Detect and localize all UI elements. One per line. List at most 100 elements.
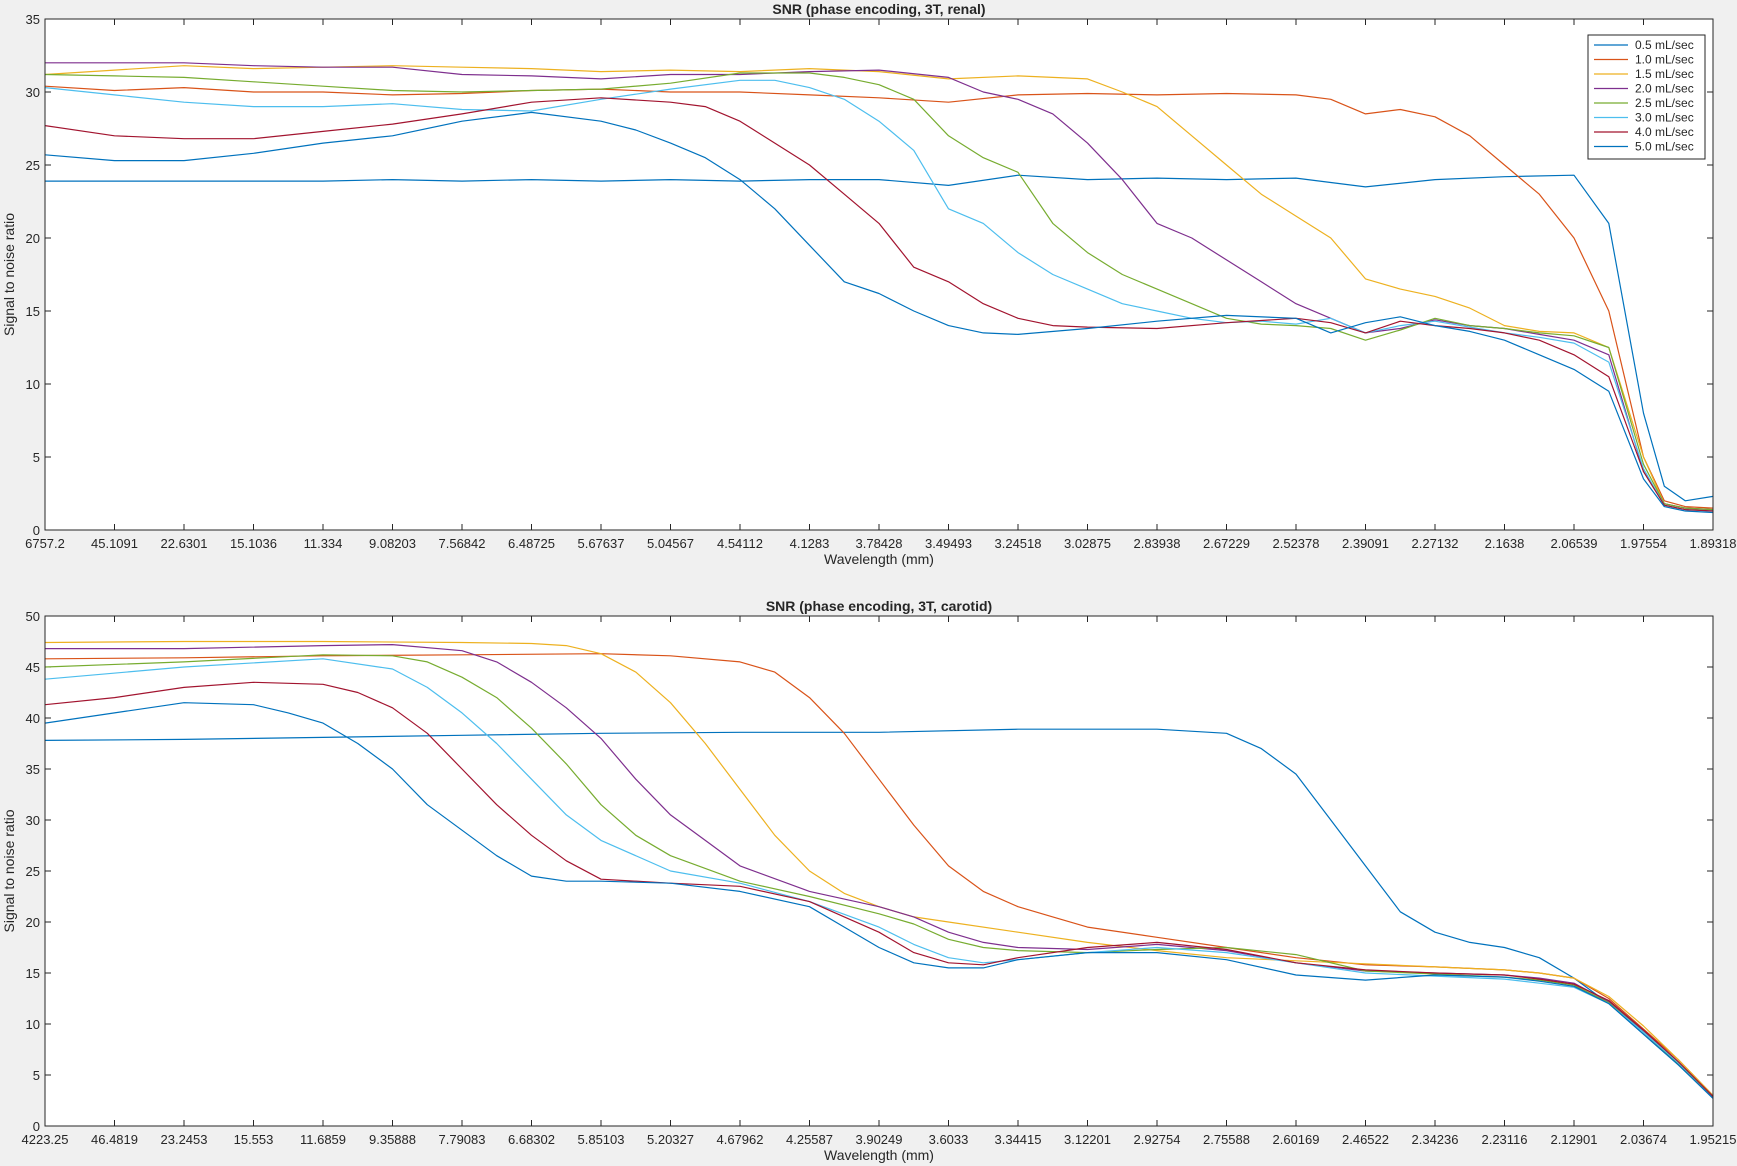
y-tick-label: 35 bbox=[26, 12, 40, 27]
x-tick-label: 5.85103 bbox=[578, 1132, 625, 1147]
x-tick-label: 4.25587 bbox=[786, 1132, 833, 1147]
x-tick-label: 4223.25 bbox=[22, 1132, 69, 1147]
x-tick-label: 2.1638 bbox=[1485, 536, 1525, 551]
x-tick-label: 3.12201 bbox=[1064, 1132, 1111, 1147]
legend-label: 5.0 mL/sec bbox=[1635, 140, 1694, 154]
x-tick-label: 15.553 bbox=[234, 1132, 274, 1147]
chart-title: SNR (phase encoding, 3T, carotid) bbox=[766, 598, 992, 614]
x-tick-label: 7.79083 bbox=[439, 1132, 486, 1147]
x-tick-label: 45.1091 bbox=[91, 536, 138, 551]
renal-snr-chart: SNR (phase encoding, 3T, renal) 0 5 10 15 20 2… bbox=[1, 1, 1737, 567]
x-tick-label: 2.75588 bbox=[1203, 1132, 1250, 1147]
series-line-0 bbox=[44, 728, 1714, 1098]
y-tick-label: 5 bbox=[33, 1068, 40, 1083]
y-axis-label: Signal to noise ratio bbox=[1, 213, 17, 336]
series-line-3 bbox=[45, 643, 1714, 1097]
y-tick-label: 20 bbox=[26, 915, 40, 930]
x-tick-label: 2.39091 bbox=[1342, 536, 1389, 551]
series-line-5 bbox=[44, 658, 1714, 1097]
series-line-7 bbox=[44, 111, 1714, 514]
x-tick-label: 5.67637 bbox=[578, 536, 625, 551]
x-tick-label: 11.334 bbox=[304, 536, 343, 551]
x-tick-label: 3.02875 bbox=[1064, 536, 1111, 551]
series-line-0 bbox=[45, 174, 1714, 502]
x-tick-label: 3.78428 bbox=[856, 536, 903, 551]
y-tick-label: 20 bbox=[26, 231, 40, 246]
y-tick-label: 10 bbox=[26, 1017, 40, 1032]
x-tick-label: 15.1036 bbox=[230, 536, 277, 551]
axes-frame bbox=[44, 615, 1714, 1127]
x-tick-label: 3.90249 bbox=[856, 1132, 903, 1147]
y-tick-label: 0 bbox=[33, 523, 40, 538]
x-tick-label: 2.60169 bbox=[1273, 1132, 1320, 1147]
series-line-3 bbox=[45, 62, 1714, 511]
y-tick-label: 45 bbox=[26, 660, 40, 675]
series-line-7 bbox=[44, 702, 1714, 1099]
x-tick-label: 4.54112 bbox=[717, 536, 763, 551]
y-tick-label: 40 bbox=[26, 711, 40, 726]
axes-frame bbox=[44, 18, 1714, 531]
x-tick-label: 11.6859 bbox=[300, 1132, 346, 1147]
x-tick-label: 6.68302 bbox=[508, 1132, 555, 1147]
y-tick-label: 30 bbox=[26, 813, 40, 828]
x-tick-label: 6757.2 bbox=[25, 536, 65, 551]
x-tick-label: 2.92754 bbox=[1134, 1132, 1181, 1147]
y-tick-label: 10 bbox=[26, 377, 40, 392]
x-tick-label: 2.12901 bbox=[1551, 1132, 1598, 1147]
x-tick-label: 9.35888 bbox=[369, 1132, 416, 1147]
x-tick-label: 1.89318 bbox=[1690, 536, 1737, 551]
x-tick-label: 2.83938 bbox=[1134, 536, 1181, 551]
y-tick-label: 35 bbox=[26, 762, 40, 777]
x-tick-label: 3.24518 bbox=[995, 536, 1042, 551]
series-line-4 bbox=[44, 654, 1714, 1097]
y-tick-label: 15 bbox=[26, 966, 40, 981]
legend-label: 1.5 mL/sec bbox=[1635, 67, 1694, 81]
x-tick-label: 3.34415 bbox=[995, 1132, 1042, 1147]
x-tick-label: 2.34236 bbox=[1412, 1132, 1459, 1147]
x-tick-label: 3.49493 bbox=[925, 536, 972, 551]
series-line-4 bbox=[44, 72, 1714, 511]
x-tick-label: 2.52378 bbox=[1273, 536, 1320, 551]
series-line-1 bbox=[44, 85, 1714, 509]
legend-label: 4.0 mL/sec bbox=[1635, 125, 1694, 139]
series-line-6 bbox=[44, 97, 1714, 512]
x-tick-label: 4.1283 bbox=[790, 536, 830, 551]
x-axis-label: Wavelength (mm) bbox=[824, 1147, 934, 1163]
legend-label: 1.0 mL/sec bbox=[1635, 53, 1694, 67]
y-tick-label: 0 bbox=[33, 1119, 40, 1134]
x-tick-label: 46.4819 bbox=[91, 1132, 138, 1147]
x-tick-label: 2.27132 bbox=[1412, 536, 1459, 551]
x-axis-label: Wavelength (mm) bbox=[824, 551, 934, 567]
x-tick-label: 9.08203 bbox=[369, 536, 416, 551]
y-tick-label: 15 bbox=[26, 304, 40, 319]
x-tick-label: 2.06539 bbox=[1551, 536, 1598, 551]
x-tick-label: 7.56842 bbox=[439, 536, 486, 551]
series-line-2 bbox=[44, 65, 1714, 511]
x-tick-label: 2.03674 bbox=[1620, 1132, 1667, 1147]
x-tick-label: 3.6033 bbox=[929, 1132, 969, 1147]
legend-label: 2.5 mL/sec bbox=[1635, 96, 1694, 110]
legend-label: 2.0 mL/sec bbox=[1635, 82, 1694, 96]
x-tick-label: 2.46522 bbox=[1342, 1132, 1389, 1147]
x-tick-label: 5.04567 bbox=[647, 536, 694, 551]
legend-label: 0.5 mL/sec bbox=[1635, 38, 1694, 52]
x-tick-label: 2.23116 bbox=[1481, 1132, 1527, 1147]
y-tick-label: 25 bbox=[26, 864, 40, 879]
plot-area bbox=[45, 616, 1713, 1126]
x-tick-label: 5.20327 bbox=[647, 1132, 694, 1147]
y-tick-label: 30 bbox=[26, 85, 40, 100]
x-tick-label: 1.95215 bbox=[1690, 1132, 1737, 1147]
y-tick-label: 50 bbox=[26, 609, 40, 624]
legend-label: 3.0 mL/sec bbox=[1635, 111, 1694, 125]
carotid-snr-chart: SNR (phase encoding, 3T, carotid) 0 5 10 15 2… bbox=[1, 598, 1737, 1163]
x-tick-label: 6.48725 bbox=[508, 536, 555, 551]
x-tick-label: 22.6301 bbox=[161, 536, 208, 551]
x-tick-label: 23.2453 bbox=[161, 1132, 208, 1147]
x-tick-label: 4.67962 bbox=[717, 1132, 764, 1147]
y-tick-label: 25 bbox=[26, 158, 40, 173]
plot-area bbox=[45, 19, 1713, 530]
y-axis-label: Signal to noise ratio bbox=[1, 809, 17, 932]
series-line-6 bbox=[44, 681, 1714, 1097]
